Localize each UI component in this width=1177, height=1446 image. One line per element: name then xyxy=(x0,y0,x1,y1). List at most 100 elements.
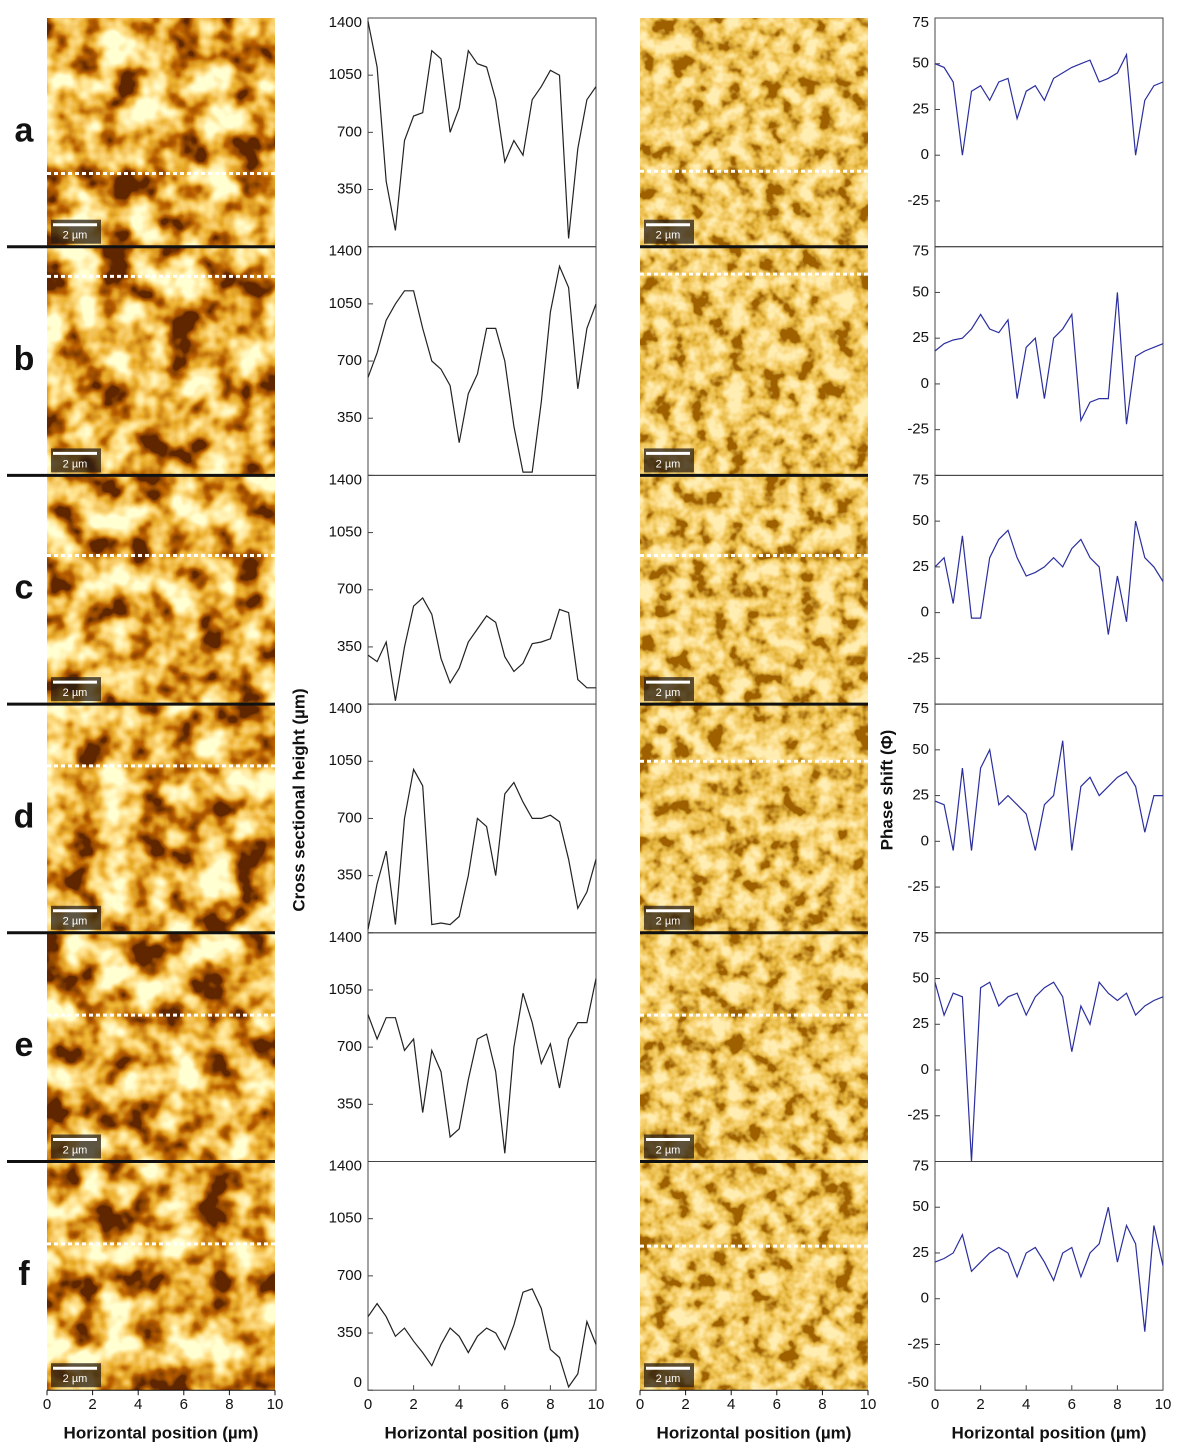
phase-image xyxy=(640,475,868,705)
profile xyxy=(934,520,1164,635)
scale-bar-label: 2 µm xyxy=(656,230,681,242)
y-tick-label: 0 xyxy=(921,1290,929,1307)
profile xyxy=(934,52,1164,156)
y-tick-label: 75 xyxy=(912,1157,929,1174)
y-tick-label: 350 xyxy=(337,867,362,884)
y-tick-label: 25 xyxy=(912,329,929,346)
y-tick-label: 350 xyxy=(337,638,362,655)
y-tick-label: 700 xyxy=(337,809,362,826)
height-image xyxy=(47,932,275,1162)
y-tick-label: 350 xyxy=(337,1324,362,1341)
y-tick-label: 50 xyxy=(912,741,929,758)
y-tick-label: -25 xyxy=(907,878,929,895)
y-tick-label: -25 xyxy=(907,192,929,209)
scale-bar-label: 2 µm xyxy=(63,1144,88,1156)
y-tick-label: -25 xyxy=(907,1335,929,1352)
x-axis-label: Horizontal position (µm) xyxy=(657,1423,852,1442)
x-tick-label: 4 xyxy=(1022,1396,1030,1413)
phase-image xyxy=(640,932,868,1162)
x-tick-label: 2 xyxy=(88,1396,96,1413)
y-tick-label: 0 xyxy=(921,375,929,392)
scale-bar-label: 2 µm xyxy=(63,916,88,928)
scale-bar-label: 2 µm xyxy=(656,687,681,699)
y-tick-label: 350 xyxy=(337,180,362,197)
height-image xyxy=(47,1161,275,1391)
x-tick-label: 6 xyxy=(1068,1396,1076,1413)
plot-frame xyxy=(367,474,597,705)
y-tick-label: 350 xyxy=(337,409,362,426)
y-tick-label: 75 xyxy=(912,700,929,717)
profile xyxy=(934,1207,1164,1332)
x-tick-label: 8 xyxy=(1113,1396,1121,1413)
plot-frame xyxy=(367,932,597,1162)
y-tick-label: 25 xyxy=(912,558,929,575)
x-tick-label: 0 xyxy=(364,1396,372,1413)
height-axis-label: Cross sectional height (µm) xyxy=(289,688,308,911)
plot-frame xyxy=(367,1161,597,1391)
y-tick-label: 75 xyxy=(912,471,929,488)
height-image xyxy=(47,18,275,247)
y-tick-label: 75 xyxy=(912,14,929,31)
y-tick-label: 1400 xyxy=(329,14,362,31)
x-tick-label: 4 xyxy=(727,1396,735,1413)
x-tick-label: 2 xyxy=(409,1396,417,1413)
y-tick-label: 75 xyxy=(912,929,929,946)
x-tick-label: 2 xyxy=(976,1396,984,1413)
scale-bar-label: 2 µm xyxy=(656,916,681,928)
x-axis-label: Horizontal position (µm) xyxy=(64,1423,259,1442)
plot-frame xyxy=(934,246,1164,476)
y-tick-label: -25 xyxy=(907,649,929,666)
y-tick-label: -25 xyxy=(907,421,929,438)
phase-image xyxy=(640,1161,868,1391)
profile xyxy=(934,292,1164,425)
x-tick-label: 4 xyxy=(455,1396,463,1413)
row-label: f xyxy=(18,1255,30,1293)
x-tick-label: 4 xyxy=(134,1396,142,1413)
x-tick-label: 8 xyxy=(546,1396,554,1413)
x-tick-label: 8 xyxy=(818,1396,826,1413)
phase-image xyxy=(640,246,868,476)
profile xyxy=(934,740,1163,851)
y-tick-label: 1050 xyxy=(329,752,362,769)
y-tick-label: 75 xyxy=(912,243,929,260)
height-image xyxy=(47,704,275,933)
y-tick-label: 25 xyxy=(912,1015,929,1032)
x-tick-label: 0 xyxy=(636,1396,644,1413)
x-tick-label: 2 xyxy=(681,1396,689,1413)
y-tick-label: 50 xyxy=(912,283,929,300)
x-tick-label: 0 xyxy=(931,1396,939,1413)
profile xyxy=(367,1288,597,1389)
y-tick-label: 1050 xyxy=(329,66,362,83)
scale-bar-label: 2 µm xyxy=(63,687,88,699)
y-tick-label: 50 xyxy=(912,512,929,529)
x-tick-label: 10 xyxy=(1155,1396,1172,1413)
plot-frame xyxy=(367,703,597,934)
row-label: e xyxy=(15,1026,34,1064)
y-tick-label: 0 xyxy=(921,1061,929,1078)
plot-frame xyxy=(367,17,597,248)
profile xyxy=(367,978,597,1154)
height-image xyxy=(47,246,275,476)
profile xyxy=(367,596,596,701)
y-tick-label: 700 xyxy=(337,123,362,140)
scale-bar-label: 2 µm xyxy=(63,458,88,470)
scale-bar-label: 2 µm xyxy=(63,1373,88,1385)
x-tick-label: 10 xyxy=(267,1396,284,1413)
y-tick-label: 1400 xyxy=(329,700,362,717)
profile xyxy=(367,264,597,473)
row-label: b xyxy=(14,340,35,378)
scale-bar-label: 2 µm xyxy=(656,1373,681,1385)
y-tick-label: 25 xyxy=(912,1244,929,1261)
profile xyxy=(934,980,1164,1162)
plot-frame xyxy=(934,703,1164,934)
x-tick-label: 10 xyxy=(588,1396,605,1413)
y-tick-label: 1400 xyxy=(329,471,362,488)
x-tick-label: 6 xyxy=(773,1396,781,1413)
x-tick-label: 6 xyxy=(180,1396,188,1413)
y-tick-label: 50 xyxy=(912,55,929,72)
scale-bar-label: 2 µm xyxy=(656,458,681,470)
plot-frame xyxy=(934,1161,1164,1391)
y-tick-label: 25 xyxy=(912,100,929,117)
y-tick-label: 700 xyxy=(337,1267,362,1284)
y-tick-label: 1400 xyxy=(329,929,362,946)
